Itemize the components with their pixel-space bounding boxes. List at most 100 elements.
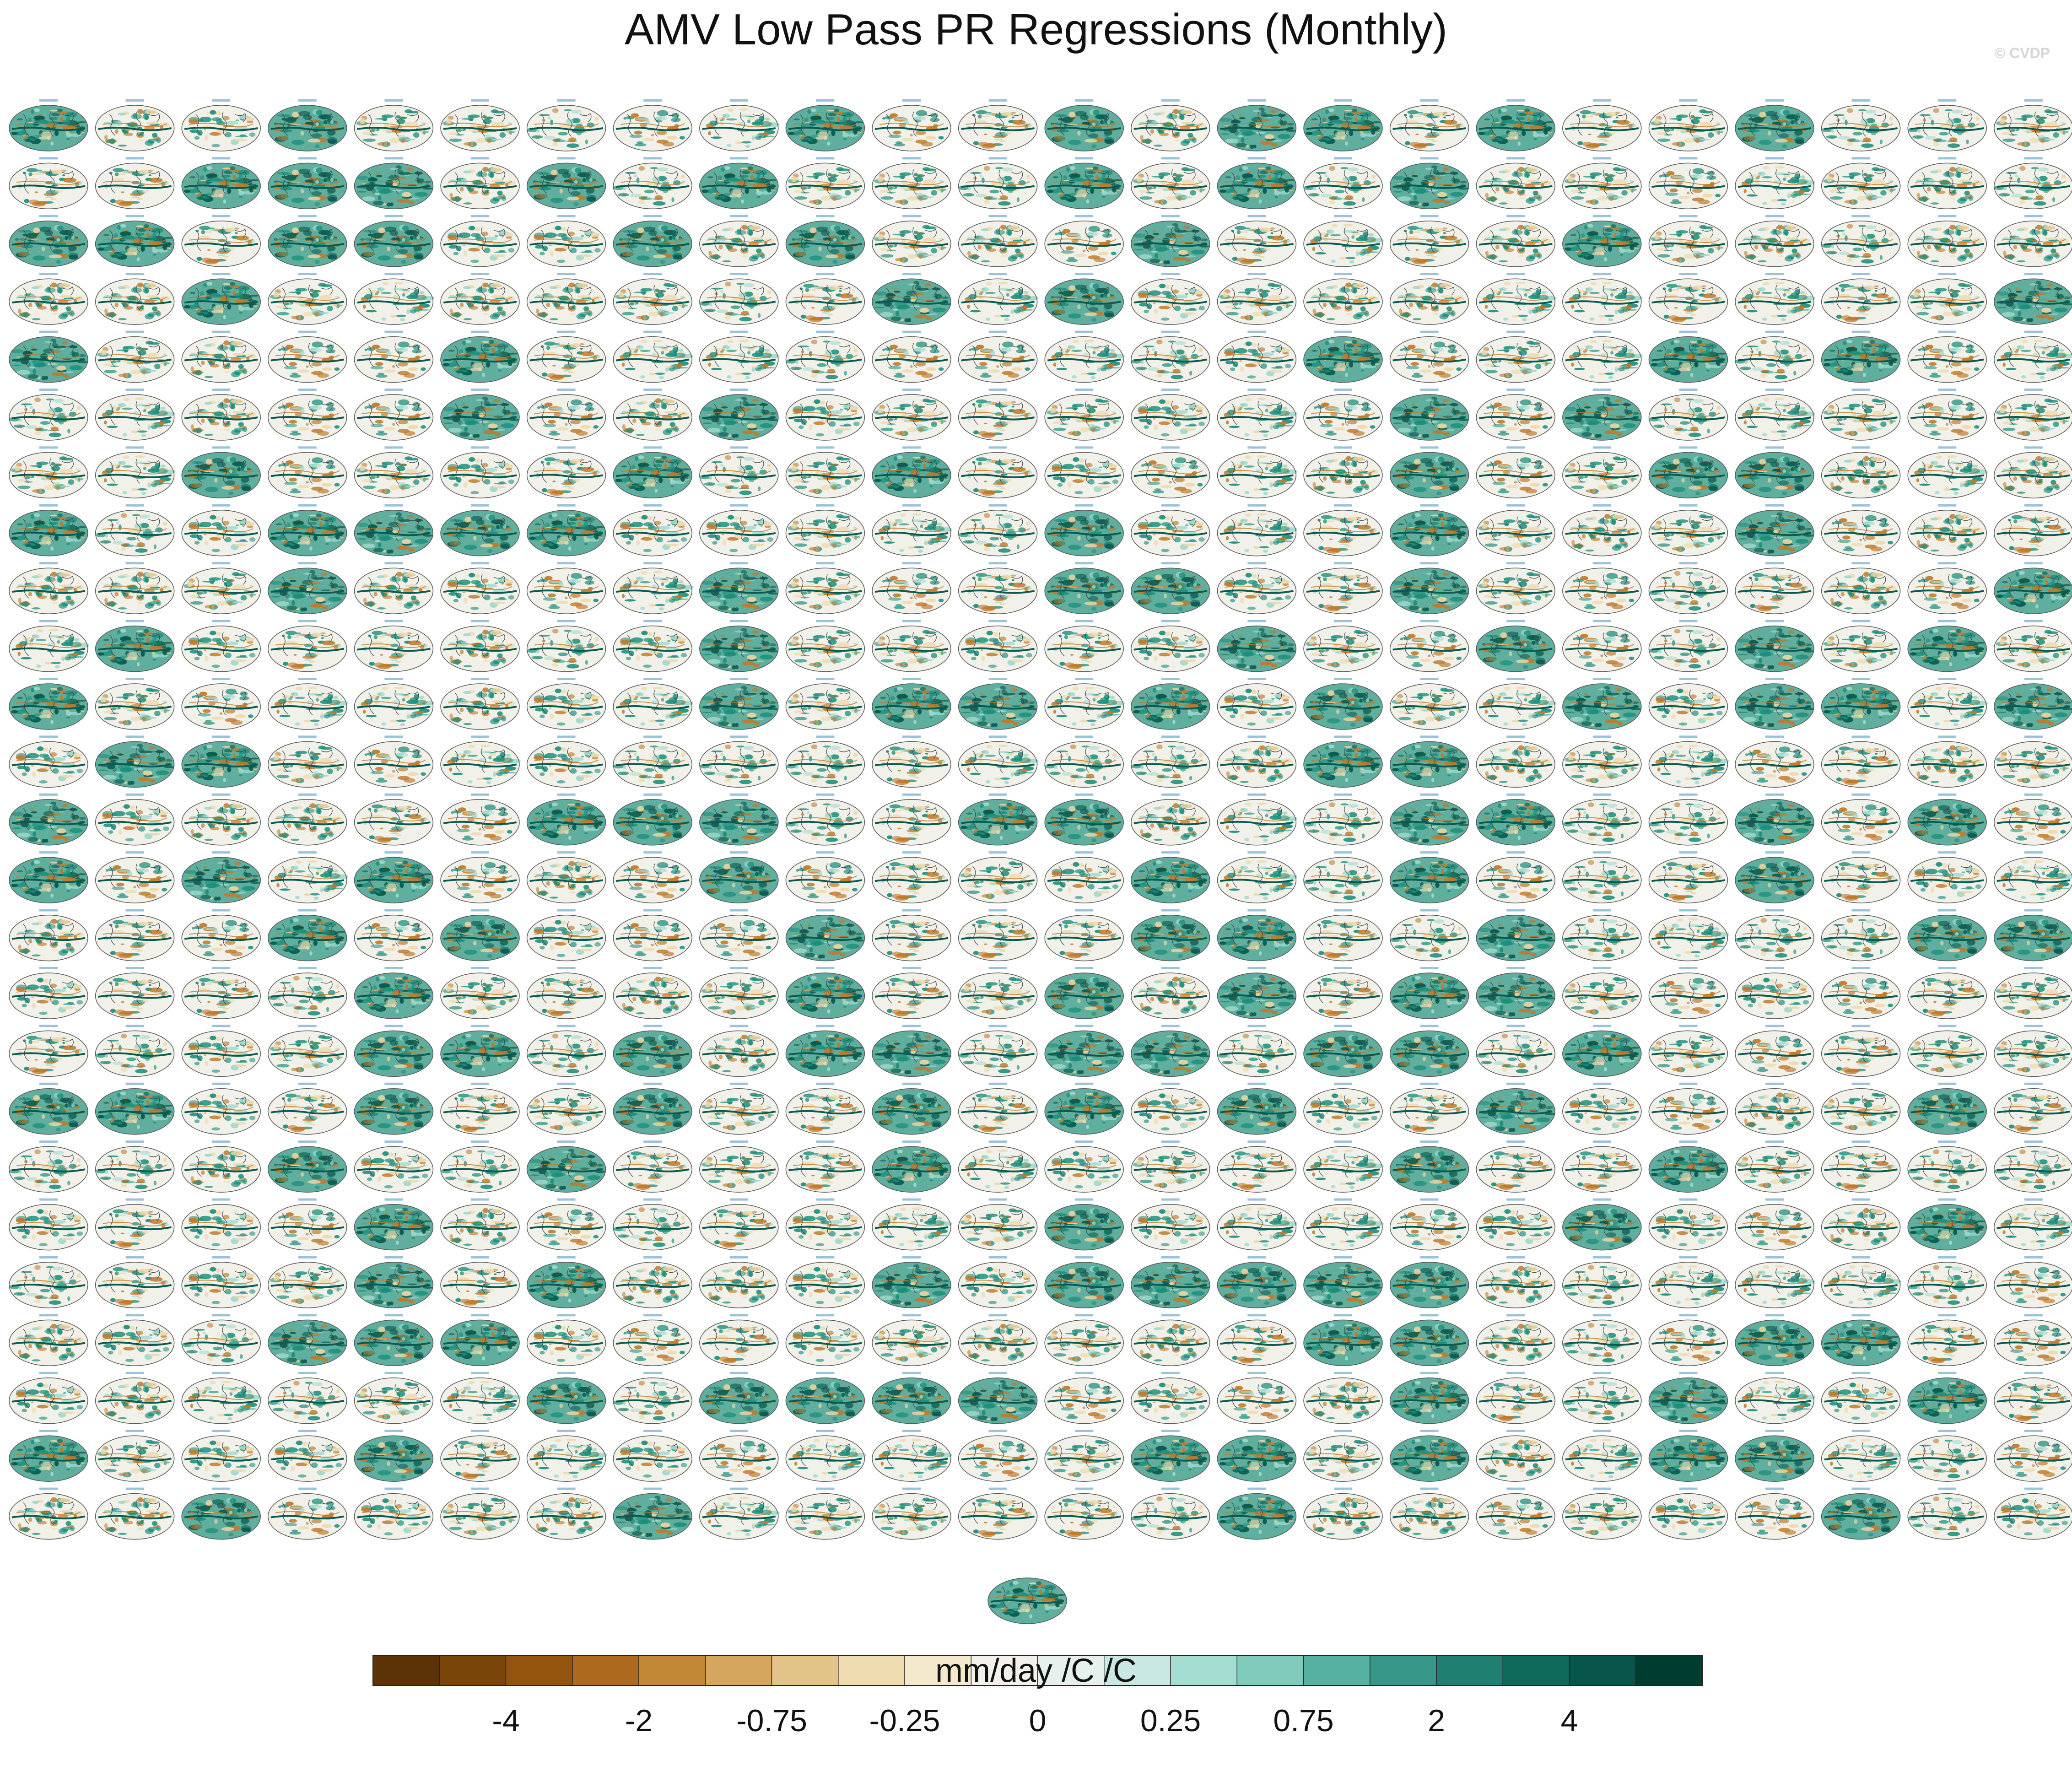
map-panel <box>8 1492 89 1540</box>
map-panel <box>1389 1145 1470 1194</box>
panel-header <box>988 967 1007 969</box>
map-panel <box>785 1087 866 1135</box>
panel-header <box>39 562 58 565</box>
map-panel <box>1130 914 1211 962</box>
panel-header <box>212 215 231 217</box>
panel-header <box>1592 99 1611 102</box>
panel-header <box>1592 273 1611 275</box>
panel-header <box>1420 330 1439 333</box>
panel-header <box>471 1314 489 1317</box>
map-panel <box>94 451 177 499</box>
map-panel <box>440 914 520 962</box>
panel-header <box>2024 735 2043 738</box>
panel-header <box>39 157 58 160</box>
panel-header <box>988 1314 1007 1317</box>
panel-header <box>1506 967 1525 969</box>
panel-header <box>1938 1082 1957 1085</box>
panel-header <box>988 215 1007 217</box>
panel-header <box>729 157 748 160</box>
map-panel <box>1475 972 1556 1020</box>
panel-header <box>1334 99 1352 102</box>
panel-header <box>1075 1430 1094 1432</box>
panel-header <box>1938 1430 1957 1432</box>
map-panel <box>1820 1319 1901 1367</box>
panel-header <box>1161 1487 1180 1490</box>
map-panel <box>957 1492 1038 1540</box>
panel-header <box>1506 446 1525 449</box>
panel-header <box>729 793 748 796</box>
map-panel <box>698 509 779 557</box>
map-panel <box>612 220 693 268</box>
panel-header <box>2024 1198 2043 1201</box>
panel-header <box>1679 1198 1698 1201</box>
panel-header <box>212 562 231 565</box>
panel-header <box>902 389 921 391</box>
panel-header <box>1334 620 1352 622</box>
panel-header <box>1161 446 1180 449</box>
panel-header <box>1420 157 1439 160</box>
panel-header <box>816 735 835 738</box>
panel-header <box>1075 1082 1094 1085</box>
map-panel <box>1820 1087 1901 1135</box>
map-panel <box>1389 798 1470 846</box>
map-panel <box>698 162 779 210</box>
panel-header <box>1506 99 1525 102</box>
map-panel <box>526 1435 608 1483</box>
panel-header <box>1938 1256 1957 1258</box>
panel-header <box>729 1372 748 1374</box>
map-panel <box>181 740 262 789</box>
map-panel <box>957 1377 1038 1425</box>
panel-header <box>1938 99 1957 102</box>
map-panel <box>1389 1319 1470 1367</box>
map-panel <box>1820 1377 1901 1425</box>
map-panel <box>785 798 866 846</box>
map-panel <box>957 1203 1038 1251</box>
map-panel <box>1648 162 1729 210</box>
panel-header <box>1592 1314 1611 1317</box>
map-panel <box>698 335 781 383</box>
panel-header <box>1334 1430 1352 1432</box>
map-panel <box>267 972 348 1020</box>
map-panel <box>440 278 520 326</box>
panel-header <box>643 1487 662 1490</box>
map-panel <box>1389 104 1470 152</box>
panel-header <box>643 851 662 854</box>
panel-header <box>1075 1256 1094 1258</box>
panel-header <box>39 446 58 449</box>
map-panel <box>1475 1203 1556 1251</box>
map-panel <box>1475 567 1556 615</box>
panel-header <box>729 967 748 969</box>
panel-header <box>298 389 317 391</box>
map-panel <box>526 1030 607 1078</box>
map-panel <box>353 220 434 268</box>
map-panel <box>1475 740 1556 789</box>
map-panel <box>1475 394 1556 441</box>
panel-header <box>471 678 489 680</box>
panel-header <box>557 389 576 391</box>
panel-header <box>1765 504 1784 507</box>
panel-header <box>902 504 921 507</box>
panel-header <box>1765 1140 1784 1143</box>
map-panel <box>1130 220 1211 268</box>
map-panel <box>1561 972 1642 1020</box>
map-panel <box>181 220 262 268</box>
panel-header <box>1679 1140 1698 1143</box>
panel-header <box>1075 620 1094 622</box>
map-panel <box>1130 509 1211 557</box>
panel-header <box>1075 967 1094 969</box>
panel-header <box>643 678 662 680</box>
map-panel <box>8 1087 89 1135</box>
panel-header <box>1851 1082 1870 1085</box>
panel-header <box>1161 1256 1180 1258</box>
panel-header <box>1592 909 1611 912</box>
map-panel <box>1216 335 1297 383</box>
panel-header <box>1938 215 1957 217</box>
panel-header <box>902 909 921 912</box>
map-panel <box>1389 1087 1470 1135</box>
panel-header <box>1420 504 1439 507</box>
map-panel <box>871 625 952 673</box>
panel-header <box>1765 1256 1784 1258</box>
map-panel <box>1389 625 1470 673</box>
panel-header <box>1420 620 1439 622</box>
panel-header <box>1075 1025 1094 1027</box>
